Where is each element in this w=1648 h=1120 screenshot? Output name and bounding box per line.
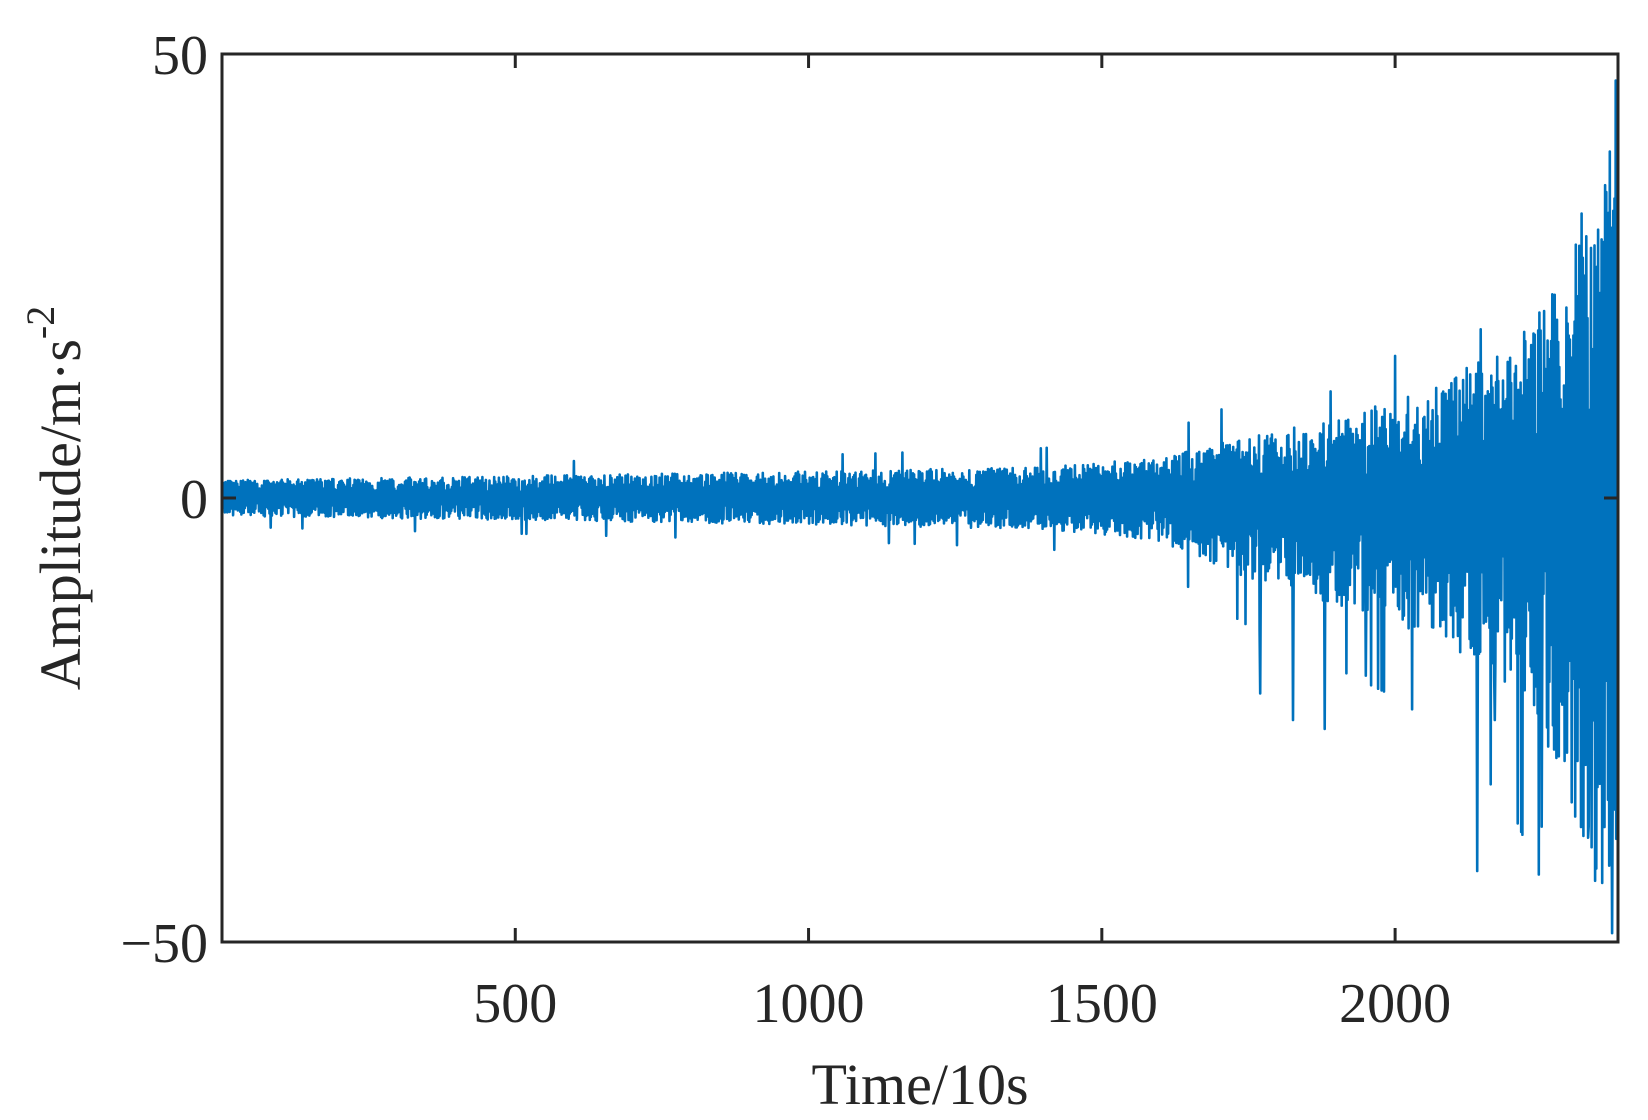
- x-tick-label: 1500: [1046, 973, 1158, 1035]
- x-tick-label: 1000: [753, 973, 865, 1035]
- x-tick-label: 500: [473, 973, 557, 1035]
- y-tick-label: −50: [120, 913, 208, 975]
- series-line: [220, 79, 1620, 935]
- y-tick-label: 0: [180, 469, 208, 531]
- y-axis-label-exponent: -2: [18, 306, 63, 339]
- y-axis-label: Amplitude/m·s-2: [18, 306, 93, 691]
- series-layer: [220, 79, 1620, 935]
- x-axis-label: Time/10s: [811, 1052, 1028, 1117]
- y-tick-label: 50: [152, 25, 208, 87]
- plot-frame: [220, 52, 1620, 944]
- x-tick-labels: 500 1000 1500 2000: [473, 973, 1451, 1035]
- y-axis-label-text: Amplitude/m·s: [28, 339, 93, 690]
- y-tick-labels: −50 0 50: [120, 25, 208, 975]
- x-tick-label: 2000: [1339, 973, 1451, 1035]
